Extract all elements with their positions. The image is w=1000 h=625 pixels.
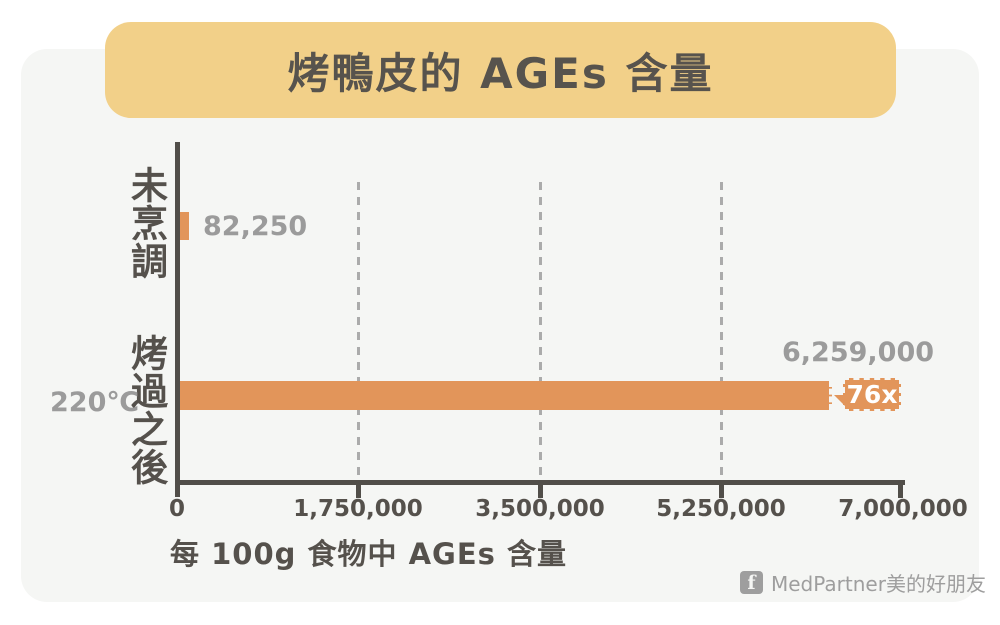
gridline-5250000 [720, 182, 723, 480]
badge-tail [834, 395, 846, 407]
xtick-label-3500000: 3,500,000 [475, 496, 605, 522]
footer-watermark: f MedPartner美的好朋友 [740, 568, 986, 597]
bar-uncooked [180, 212, 189, 240]
category-label-uncooked: 未烹調 [124, 166, 168, 280]
gridline-1750000 [357, 182, 360, 480]
xtick-label-7000000: 7,000,000 [838, 496, 968, 522]
x-axis-tick-1750000 [356, 485, 361, 498]
footer-brand: MedPartner美的好朋友 [771, 572, 986, 596]
facebook-icon-letter: f [747, 572, 756, 594]
temperature-annotation: 220℃ [50, 387, 140, 418]
x-axis-tick-7000000 [898, 485, 903, 498]
x-axis-title: 每 100g 食物中 AGEs 含量 [170, 537, 567, 571]
bar-roasted [180, 381, 833, 410]
facebook-icon: f [740, 571, 763, 594]
xtick-label-1750000: 1,750,000 [293, 496, 423, 522]
gridline-3500000 [539, 182, 542, 480]
chart-title: 烤鴨皮的 AGEs 含量 [287, 48, 714, 98]
xtick-label-5250000: 5,250,000 [656, 496, 786, 522]
x-axis-line [175, 480, 905, 485]
y-axis-line [175, 142, 180, 497]
chart-card [21, 49, 979, 602]
multiplier-badge: 76x [834, 378, 901, 411]
bar-value-uncooked: 82,250 [203, 211, 308, 242]
x-axis-tick-3500000 [538, 485, 543, 498]
category-label-roasted: 烤過之後 [124, 334, 168, 486]
x-axis-tick-5250000 [719, 485, 724, 498]
chart-title-box: 烤鴨皮的 AGEs 含量 [105, 22, 896, 118]
xtick-label-0: 0 [168, 496, 186, 522]
multiplier-badge-text: 76x [846, 380, 898, 409]
bar-value-roasted: 6,259,000 [782, 337, 935, 368]
